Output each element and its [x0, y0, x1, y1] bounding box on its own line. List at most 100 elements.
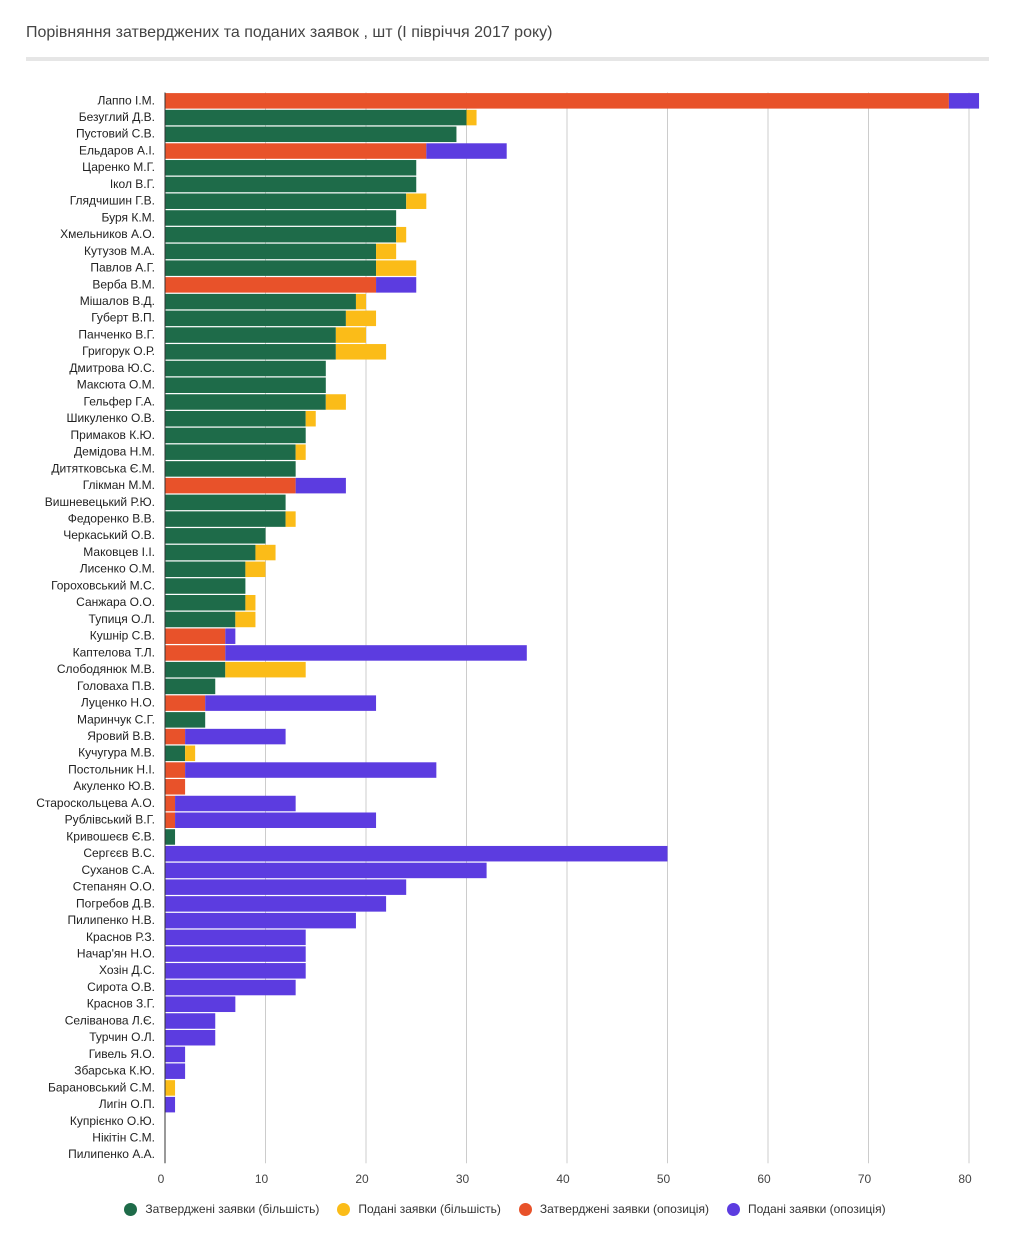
category-label: Глікман М.М. [83, 478, 155, 492]
bar-segment [165, 444, 296, 460]
category-label: Збарська К.Ю. [74, 1064, 155, 1078]
bar-segment [165, 946, 306, 962]
bar-chart: Лаппо І.М. Безуглий Д.В. Пустовий С.В. Ельд… [36, 92, 980, 1186]
bar-segment [396, 226, 407, 243]
category-label: Купрієнко О.Ю. [70, 1114, 155, 1128]
x-tick-label: 60 [757, 1172, 771, 1186]
category-label: Краснов З.Г. [87, 997, 155, 1011]
x-tick-label: 20 [355, 1172, 369, 1186]
bar-segment [245, 595, 256, 611]
bar-segment [165, 611, 236, 628]
bar-segment [165, 377, 326, 394]
category-label: Лисенко О.М. [80, 562, 155, 576]
bar-segment [165, 528, 266, 544]
bar-segment [165, 344, 336, 360]
bar-segment [165, 996, 236, 1013]
category-label: Барановський С.М. [48, 1080, 155, 1094]
bar-segment [285, 511, 296, 527]
category-label: Кушнір С.В. [90, 629, 155, 643]
bar-segment [335, 344, 387, 360]
bar-segment [165, 126, 457, 143]
circle-icon [337, 1202, 351, 1216]
bar-segment [205, 695, 377, 711]
chart-title: Порівняння затверджених та поданих заяво… [26, 24, 553, 41]
category-label: Кутузов М.А. [84, 244, 155, 258]
x-tick-label: 30 [456, 1172, 470, 1186]
category-label: Лаппо І.М. [97, 93, 155, 107]
category-label: Шикуленко О.В. [66, 411, 155, 425]
legend: Затверджені заявки (більшість) Подані зая… [0, 1202, 1010, 1216]
bar-segment [225, 628, 236, 644]
bar-segment [165, 829, 176, 845]
category-label: Сергєєв В.С. [83, 846, 155, 860]
bar-segment [165, 193, 407, 209]
bar-segment [165, 176, 417, 193]
category-label: Мішалов В.Д. [80, 294, 155, 308]
category-label: Максюта О.М. [77, 378, 155, 392]
circle-icon [726, 1202, 740, 1216]
bar-segment [376, 243, 397, 260]
category-label: Краснов Р.З. [86, 930, 155, 944]
category-label: Дитятковська Є.М. [51, 461, 155, 475]
category-label: Хмельников А.О. [60, 227, 155, 241]
category-label: Каптелова Т.Л. [73, 645, 155, 659]
category-label: Губерт В.П. [91, 311, 155, 325]
bar-segment [165, 795, 176, 812]
bar-segment [185, 745, 196, 762]
bar-segment [335, 327, 366, 343]
category-label: Дмитрова Ю.С. [69, 361, 155, 375]
bar-segment [225, 645, 527, 661]
bar-segment [165, 210, 397, 226]
bar-segment [175, 812, 377, 828]
legend-label: Затверджені заявки (більшість) [145, 1202, 320, 1216]
bar-segment [165, 1096, 176, 1113]
category-label: Черкаський О.В. [63, 528, 155, 542]
category-label: Сирота О.В. [87, 980, 155, 994]
category-label: Селіванова Л.Є. [65, 1013, 155, 1027]
bar-segment [295, 444, 306, 460]
legend-label: Подані заявки (опозиція) [747, 1202, 886, 1216]
bar-segment [165, 561, 246, 578]
x-tick-label: 80 [958, 1172, 972, 1186]
category-label: Ікол В.Г. [110, 177, 155, 191]
category-label: Безуглий Д.В. [79, 110, 155, 124]
category-label: Головаха П.В. [77, 679, 155, 693]
bar-segment [165, 695, 206, 711]
legend-item: Затверджені заявки (опозиція) [518, 1202, 709, 1216]
category-label: Буря К.М. [101, 210, 155, 224]
x-tick-label: 40 [556, 1172, 570, 1186]
category-label: Ельдаров А.І. [79, 143, 155, 157]
bar-segment [165, 628, 226, 644]
bar-segment [165, 745, 186, 762]
bar-segment [165, 461, 296, 477]
bar-segment [165, 360, 326, 377]
category-label: Маринчук С.Г. [77, 712, 155, 726]
bar-segment [355, 293, 366, 310]
bar-segment [165, 394, 326, 410]
bar-segment [376, 260, 417, 276]
bar-segment [165, 661, 226, 678]
category-label: Павлов А.Г. [90, 261, 155, 275]
category-label: Глядчишин Г.В. [70, 194, 155, 208]
category-label: Царенко М.Г. [82, 160, 155, 174]
category-label: Вишневецький Р.Ю. [45, 495, 155, 509]
bar-segment [165, 728, 186, 745]
bar-segment [165, 243, 377, 260]
category-label: Погребов Д.В. [76, 896, 155, 910]
bar-segment [345, 310, 377, 327]
category-label: Слободянюк М.В. [57, 662, 155, 676]
bar-segment [255, 544, 276, 561]
category-label: Григорук О.Р. [82, 344, 155, 358]
circle-icon [124, 1202, 138, 1216]
category-label: Пустовий С.В. [76, 127, 155, 141]
category-label: Турчин О.Л. [89, 1030, 155, 1044]
x-tick-label: 70 [858, 1172, 872, 1186]
category-label: Нікітін С.М. [92, 1131, 155, 1145]
bar-segment [165, 845, 668, 862]
bar-segment [165, 327, 336, 343]
x-tick-labels: 0 10 20 30 40 50 60 70 80 [158, 1172, 972, 1186]
bar-segment [165, 310, 346, 327]
bar-segment [165, 812, 176, 828]
category-label: Тупиця О.Л. [89, 612, 155, 626]
bar-segment [406, 193, 427, 209]
